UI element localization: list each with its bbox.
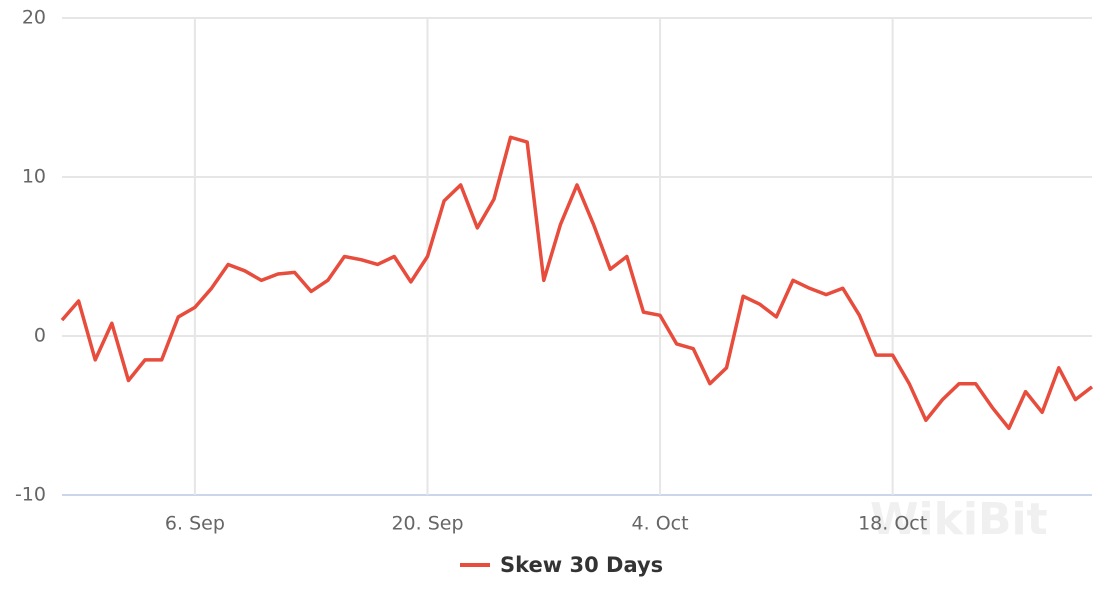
x-tick-label: 18. Oct — [858, 513, 927, 535]
watermark: WikiBit — [870, 494, 1048, 545]
y-tick-label: 0 — [34, 325, 46, 347]
y-tick-label: -10 — [15, 484, 46, 506]
x-tick-label: 4. Oct — [632, 513, 689, 535]
y-tick-label: 10 — [22, 166, 46, 188]
y-tick-label: 20 — [22, 7, 46, 29]
line — [60, 135, 1094, 430]
legend-label: Skew 30 Days — [500, 553, 663, 577]
x-tick-label: 20. Sep — [391, 513, 463, 535]
x-tick-label: 6. Sep — [165, 513, 225, 535]
